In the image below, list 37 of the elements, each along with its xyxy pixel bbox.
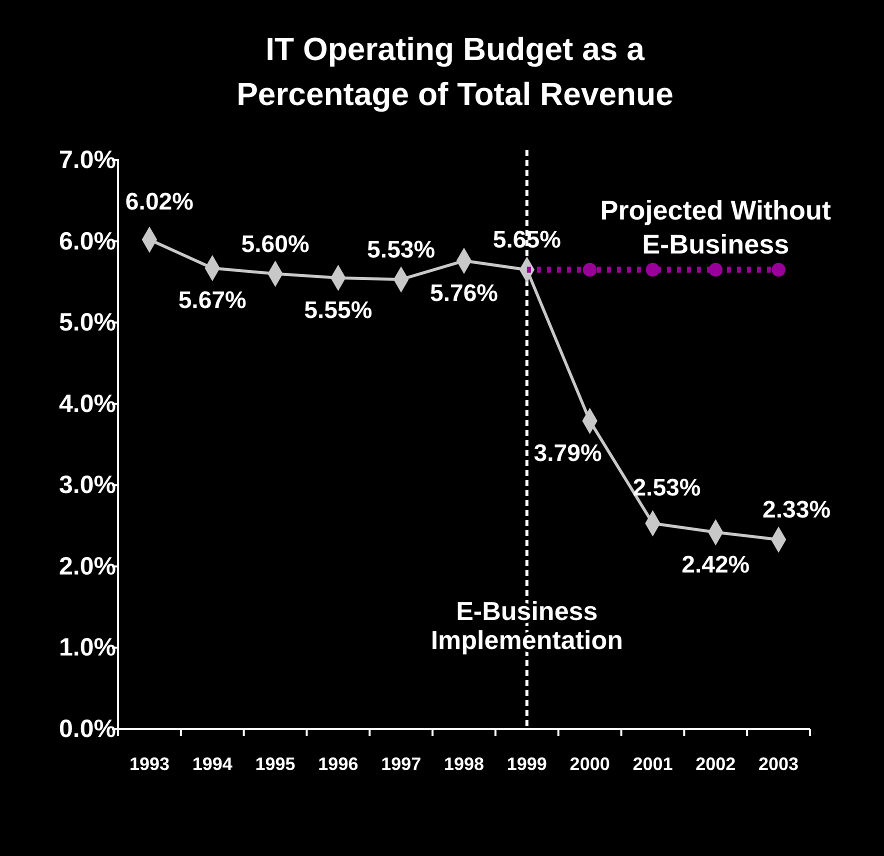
y-tick-label: 0.0% (59, 715, 116, 743)
x-tick-label: 1997 (381, 754, 422, 774)
x-tick-label: 1996 (318, 754, 358, 774)
data-label: 5.53% (367, 236, 436, 264)
y-tick-label: 5.0% (59, 308, 116, 337)
x-tick-label: 1993 (129, 754, 170, 774)
x-tick-label: 2000 (570, 754, 610, 774)
data-label: 5.76% (430, 280, 498, 307)
data-label: 5.65% (492, 226, 561, 254)
x-tick-label: 1995 (255, 754, 296, 774)
y-tick-label: 2.0% (59, 552, 116, 580)
point (772, 262, 786, 277)
point (708, 262, 723, 277)
ref-line-label: E-Business Implementation (430, 596, 623, 655)
x-tick-label: 2001 (632, 754, 673, 774)
data-label: 6.02% (125, 188, 194, 216)
chart-title: IT Operating Budget as a Percentage of Total Revenue (236, 31, 674, 112)
data-label: 2.42% (682, 551, 750, 578)
y-tick-label: 1.0% (59, 634, 116, 662)
x-tick-label: 1994 (192, 754, 232, 774)
y-tick-label: 3.0% (59, 471, 116, 500)
y-tick-label: 7.0% (59, 146, 116, 174)
point (646, 262, 660, 277)
data-label: 2.33% (762, 496, 831, 524)
data-label: 3.79% (534, 440, 602, 467)
x-tick-label: 1999 (506, 754, 547, 774)
y-tick-label: 4.0% (59, 390, 116, 418)
y-tick-label: 6.0% (59, 227, 116, 256)
data-label: 2.53% (632, 474, 701, 502)
x-tick-label: 1998 (444, 754, 484, 774)
data-label: 5.60% (241, 230, 310, 258)
annotation: Projected Without E-Business (600, 196, 832, 260)
data-label: 5.67% (178, 287, 246, 314)
data-label: 5.55% (304, 296, 372, 324)
x-tick-label: 2003 (758, 754, 799, 774)
x-tick-label: 2002 (696, 754, 736, 774)
point (582, 262, 597, 277)
